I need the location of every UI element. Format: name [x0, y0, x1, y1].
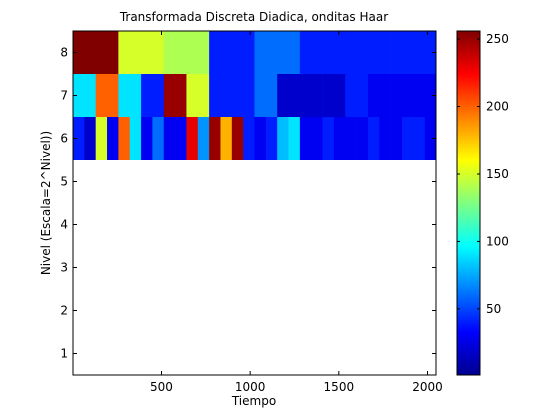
- colorbar-tick-label: 50: [486, 302, 501, 316]
- heatmap-cell: [73, 74, 96, 117]
- colorbar-tick-label: 250: [486, 32, 509, 46]
- heatmap-cell: [197, 117, 210, 160]
- chart-title: Transformada Discreta Diadica, onditas H…: [119, 10, 388, 24]
- heatmap-cell: [118, 31, 165, 74]
- heatmap-cell: [413, 117, 425, 160]
- heatmap-cell: [345, 31, 391, 74]
- y-tick-label: 7: [60, 89, 68, 103]
- y-tick-label: 8: [60, 46, 68, 60]
- heatmap-cell: [73, 117, 85, 160]
- heatmap-cell: [322, 117, 335, 160]
- heatmap-cell: [129, 117, 142, 160]
- colorbar-tick-label: 100: [486, 234, 509, 248]
- heatmap-cells: [73, 31, 437, 160]
- heatmap-cell: [299, 74, 323, 117]
- plot-frame: [72, 30, 437, 376]
- heatmap-cell: [186, 117, 199, 160]
- heatmap-cell: [152, 117, 165, 160]
- colorbar-tick-label: 200: [486, 100, 509, 114]
- y-tick-label: 4: [60, 218, 68, 232]
- y-tick-label: 3: [60, 261, 68, 275]
- y-tick-label: 1: [60, 347, 68, 361]
- heatmap-cell: [401, 117, 414, 160]
- colorbar: [456, 30, 481, 376]
- heatmap-cell: [379, 117, 391, 160]
- x-axis: 500 1000 1500 2000: [150, 31, 443, 394]
- heatmap-cell: [345, 74, 369, 117]
- heatmap-cell: [390, 117, 403, 160]
- y-axis: 1 2 3 4 5 6 7 8: [60, 46, 436, 361]
- heatmap-cell: [231, 117, 244, 160]
- x-tick-label: 2000: [412, 380, 443, 394]
- heatmap-cell: [73, 31, 119, 74]
- heatmap-cell: [254, 74, 278, 117]
- heatmap-cell: [163, 31, 210, 74]
- heatmap-cell: [209, 31, 255, 74]
- heatmap-cell: [333, 117, 346, 160]
- x-tick-label: 500: [150, 380, 173, 394]
- y-axis-label: Nivel (Escala=2^Nivel)): [39, 131, 53, 275]
- heatmap-cell: [254, 117, 267, 160]
- heatmap-cell: [141, 74, 165, 117]
- heatmap-cell: [299, 117, 312, 160]
- heatmap-cell: [413, 74, 437, 117]
- heatmap-cell: [265, 117, 278, 160]
- colorbar-tick-label: 150: [486, 167, 509, 181]
- heatmap-cell: [322, 74, 346, 117]
- heatmap-cell: [390, 74, 414, 117]
- heatmap-cell: [390, 31, 437, 74]
- heatmap-cell: [424, 117, 437, 160]
- x-axis-label: Tiempo: [231, 394, 276, 408]
- heatmap-cell: [299, 31, 346, 74]
- heatmap-cell: [367, 117, 380, 160]
- heatmap-cell: [243, 117, 255, 160]
- heatmap-cell: [107, 117, 119, 160]
- heatmap-cell: [311, 117, 323, 160]
- heatmap-cell: [163, 74, 187, 117]
- heatmap-cell: [163, 117, 176, 160]
- heatmap-cell: [345, 117, 357, 160]
- heatmap-cell: [141, 117, 153, 160]
- heatmap-cell: [95, 74, 119, 117]
- heatmap-cell: [367, 74, 391, 117]
- heatmap-cell: [186, 74, 210, 117]
- heatmap-cell: [254, 31, 301, 74]
- heatmap-cell: [118, 117, 131, 160]
- heatmap-cell: [209, 74, 233, 117]
- y-tick-label: 5: [60, 175, 68, 189]
- x-tick-label: 1500: [324, 380, 355, 394]
- heatmap-cell: [231, 74, 255, 117]
- heatmap-cell: [209, 117, 221, 160]
- heatmap-cell: [288, 117, 301, 160]
- y-tick-label: 6: [60, 132, 68, 146]
- heatmap-cell: [95, 117, 108, 160]
- heatmap-cell: [220, 117, 233, 160]
- colorbar-ticks: 50 100 150 200 250: [457, 32, 509, 316]
- x-tick-label: 1000: [235, 380, 266, 394]
- heatmap-cell: [277, 117, 289, 160]
- heatmap-cell: [118, 74, 142, 117]
- heatmap-cell: [356, 117, 369, 160]
- y-tick-label: 2: [60, 304, 68, 318]
- heatmap-cell: [277, 74, 301, 117]
- heatmap-cell: [175, 117, 187, 160]
- heatmap-cell: [84, 117, 96, 160]
